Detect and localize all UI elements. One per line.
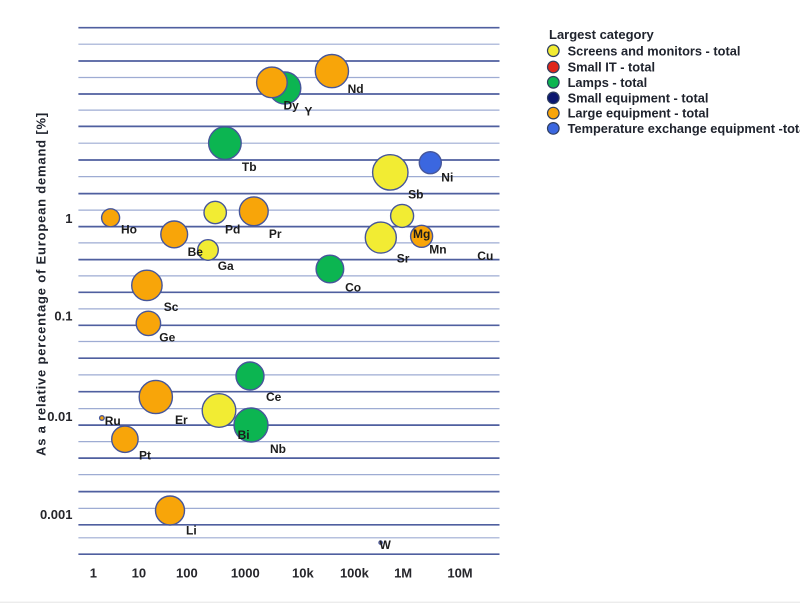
svg-text:Large equipment - total: Large equipment - total [568,106,709,121]
svg-text:W: W [380,538,392,552]
svg-text:0.01: 0.01 [47,409,72,424]
svg-text:0.1: 0.1 [54,309,72,324]
svg-text:Pd: Pd [225,222,240,236]
svg-text:1: 1 [90,565,97,580]
svg-text:Tb: Tb [242,160,257,174]
svg-text:Nd: Nd [348,82,364,96]
svg-text:Ce: Ce [266,390,282,404]
svg-text:Mn: Mn [429,243,446,257]
svg-text:10: 10 [132,565,146,580]
svg-text:1: 1 [65,211,72,226]
svg-text:Nb: Nb [270,442,286,456]
svg-text:Sr: Sr [397,252,410,266]
svg-text:Ni: Ni [441,170,453,184]
svg-text:Sb: Sb [408,187,423,201]
svg-text:Ge: Ge [159,330,175,344]
svg-text:Y: Y [304,105,312,119]
svg-text:Small equipment - total: Small equipment - total [568,91,709,106]
svg-text:Sc: Sc [164,300,179,314]
svg-text:10M: 10M [447,565,472,580]
svg-text:1M: 1M [394,565,412,580]
svg-text:Mg: Mg [413,227,430,241]
svg-text:Ga: Ga [218,259,234,273]
svg-text:Dy: Dy [284,98,300,112]
svg-text:100: 100 [176,565,198,580]
svg-text:Li: Li [186,524,197,538]
svg-text:Co: Co [345,280,361,294]
svg-text:As a relative percentage of Eu: As a relative percentage of European dem… [34,112,49,456]
svg-text:Largest category: Largest category [549,27,655,42]
svg-text:Er: Er [175,413,188,427]
svg-text:Small IT - total: Small IT - total [568,60,655,75]
svg-text:Bi: Bi [238,428,250,442]
svg-text:Pt: Pt [139,448,151,462]
svg-text:Lamps - total: Lamps - total [568,75,648,90]
svg-text:Pr: Pr [269,227,282,241]
svg-text:100k: 100k [340,565,370,580]
svg-text:Ho: Ho [121,222,137,236]
svg-text:Cu: Cu [477,249,493,263]
svg-text:Temperature exchange equipment: Temperature exchange equipment -total [568,121,800,136]
svg-text:0.001: 0.001 [40,507,73,522]
svg-text:Ru: Ru [105,414,121,428]
svg-text:Be: Be [188,245,204,259]
svg-text:1000: 1000 [231,565,260,580]
svg-text:10k: 10k [292,565,314,580]
svg-text:Screens and monitors - total: Screens and monitors - total [568,43,741,58]
